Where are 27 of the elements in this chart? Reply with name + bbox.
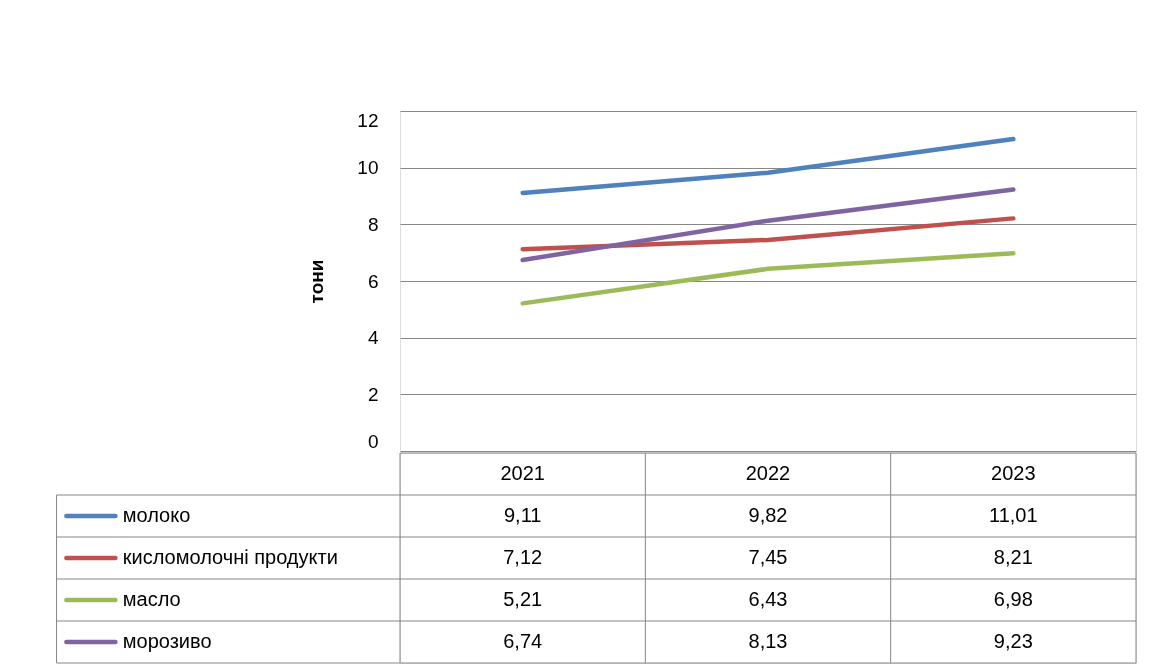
legend-label: кисломолочні продукти — [122, 546, 338, 568]
y-tick-label: 12 — [357, 109, 379, 131]
data-label: 9,23 — [993, 630, 1033, 652]
data-label: 11,01 — [989, 504, 1038, 526]
data-label: 9,11 — [503, 504, 542, 526]
data-label: 8,21 — [993, 546, 1033, 568]
y-tick-label: 8 — [367, 213, 379, 235]
y-tick-label: 6 — [367, 270, 379, 292]
legend-label: молоко — [122, 504, 191, 526]
y-tick-label: 4 — [367, 327, 379, 349]
data-label: 6,74 — [503, 630, 543, 652]
y-axis-title: тони — [306, 259, 328, 304]
legend-label: морозиво — [122, 630, 212, 652]
data-label: 6,98 — [993, 588, 1033, 610]
legend-label: масло — [122, 588, 181, 610]
x-tick-label: 2022 — [745, 462, 791, 484]
data-label: 8,13 — [748, 630, 788, 652]
y-tick-label: 10 — [357, 157, 379, 179]
data-label: 9,82 — [748, 504, 788, 526]
data-label: 7,45 — [748, 546, 788, 568]
x-tick-label: 2021 — [500, 462, 545, 484]
x-tick-label: 2023 — [991, 462, 1036, 484]
data-label: 7,12 — [503, 546, 543, 568]
data-label: 5,21 — [503, 588, 543, 610]
y-tick-label: 2 — [367, 383, 379, 405]
data-label: 6,43 — [748, 588, 788, 610]
y-tick-label: 0 — [367, 430, 379, 452]
